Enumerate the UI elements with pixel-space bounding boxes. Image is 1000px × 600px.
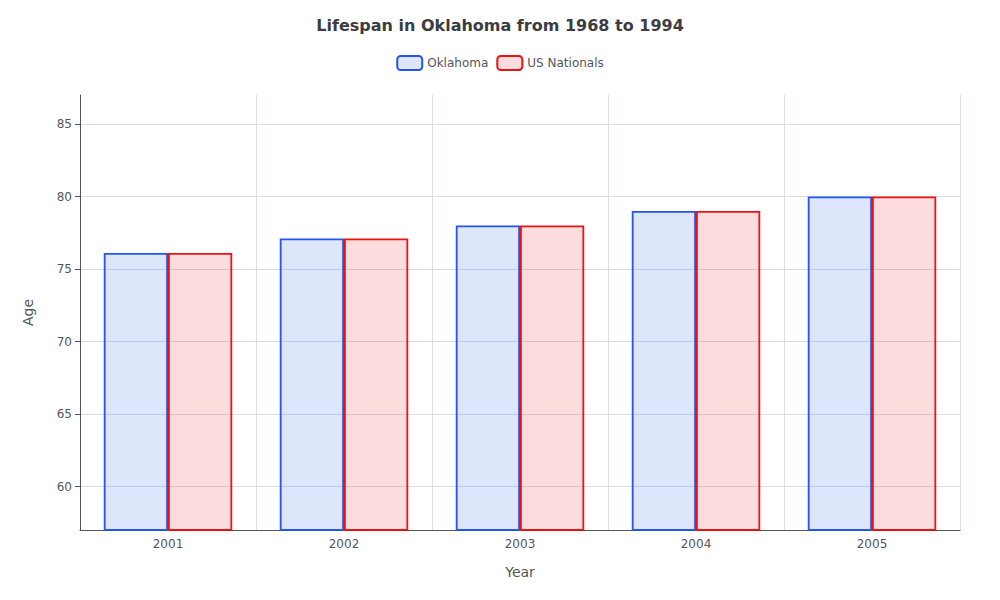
- svg-text:Year: Year: [504, 564, 535, 580]
- svg-text:75: 75: [57, 262, 72, 276]
- svg-text:65: 65: [57, 407, 72, 421]
- svg-text:2002: 2002: [329, 537, 360, 551]
- svg-text:Oklahoma: Oklahoma: [427, 56, 488, 70]
- svg-text:70: 70: [57, 335, 72, 349]
- svg-text:US Nationals: US Nationals: [527, 56, 603, 70]
- svg-text:2001: 2001: [153, 537, 184, 551]
- svg-text:2003: 2003: [505, 537, 536, 551]
- svg-text:80: 80: [57, 190, 72, 204]
- svg-text:85: 85: [57, 117, 72, 131]
- svg-text:2005: 2005: [857, 537, 888, 551]
- svg-text:Lifespan in Oklahoma from 1968: Lifespan in Oklahoma from 1968 to 1994: [316, 16, 684, 35]
- svg-text:60: 60: [57, 480, 72, 494]
- svg-text:2004: 2004: [681, 537, 712, 551]
- svg-text:Age: Age: [20, 299, 36, 326]
